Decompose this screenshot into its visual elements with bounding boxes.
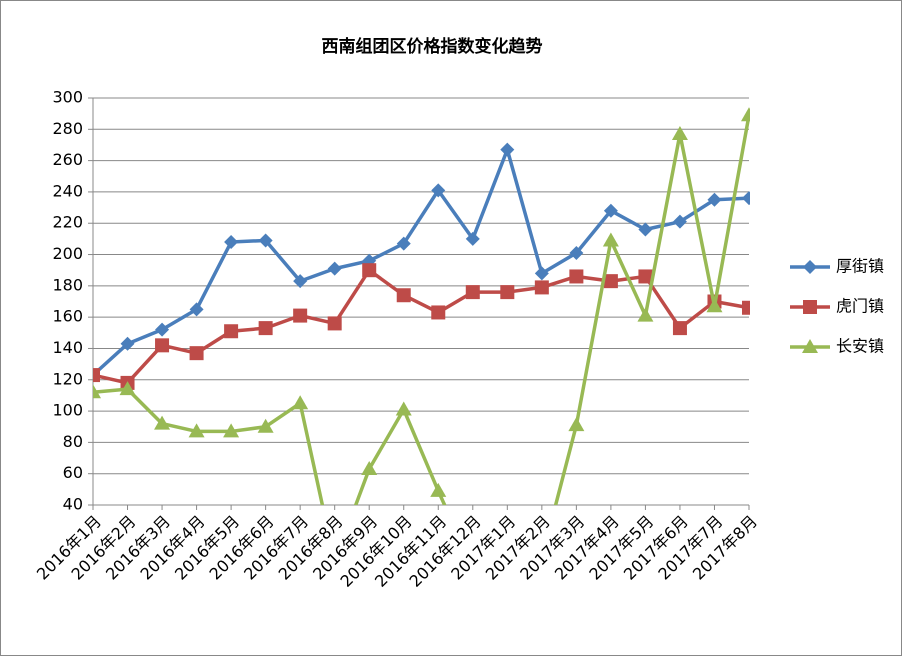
marker [500, 142, 515, 157]
y-tick-label: 100 [52, 401, 83, 420]
y-tick-label: 140 [52, 338, 83, 357]
series-line [93, 114, 750, 505]
y-tick-label: 80 [63, 432, 83, 451]
marker [465, 285, 480, 300]
marker [119, 381, 136, 396]
marker [189, 346, 204, 361]
marker [257, 418, 274, 433]
marker [293, 308, 308, 323]
y-tick-label: 280 [52, 119, 83, 138]
marker [188, 423, 205, 438]
marker [672, 321, 687, 336]
marker [93, 384, 101, 399]
marker [569, 245, 584, 260]
marker [93, 368, 100, 383]
y-tick-label: 60 [63, 463, 83, 482]
marker [534, 280, 549, 295]
marker [396, 288, 411, 303]
marker [741, 107, 750, 122]
chart-title: 西南组团区价格指数变化趋势 [322, 36, 543, 57]
marker [534, 266, 549, 281]
marker [155, 322, 170, 337]
marker [292, 395, 309, 410]
legend-label: 厚街镇 [836, 257, 884, 276]
legend-marker [803, 260, 817, 274]
marker [430, 482, 447, 497]
legend-label: 长安镇 [836, 337, 884, 356]
marker [120, 336, 135, 351]
marker [224, 235, 239, 250]
marker [603, 274, 618, 289]
y-tick-label: 200 [52, 244, 83, 263]
marker [189, 302, 204, 317]
series-line [93, 147, 750, 377]
marker [224, 324, 239, 339]
marker [671, 126, 688, 141]
marker [672, 214, 687, 229]
y-tick-label: 300 [52, 88, 83, 107]
y-tick-label: 160 [52, 307, 83, 326]
marker [258, 321, 273, 336]
y-tick-label: 220 [52, 213, 83, 232]
y-tick-label: 120 [52, 369, 83, 388]
marker [223, 423, 240, 438]
y-tick-label: 260 [52, 150, 83, 169]
marker [707, 192, 722, 207]
y-tick-label: 240 [52, 181, 83, 200]
marker [362, 263, 377, 278]
marker [742, 191, 750, 206]
marker [569, 269, 584, 284]
marker [154, 415, 171, 430]
legend-marker [802, 339, 818, 353]
marker [361, 460, 378, 475]
plot-area [93, 107, 750, 505]
marker [327, 316, 342, 331]
marker [637, 307, 654, 322]
marker [327, 261, 342, 276]
marker [396, 236, 411, 251]
marker [603, 203, 618, 218]
y-tick-label: 40 [63, 495, 83, 514]
marker [638, 222, 653, 237]
marker [638, 269, 653, 284]
y-tick-label: 180 [52, 275, 83, 294]
marker [431, 305, 446, 320]
marker [431, 183, 446, 198]
marker [293, 274, 308, 289]
marker [395, 401, 412, 416]
marker [258, 233, 273, 248]
marker [155, 338, 170, 353]
marker [602, 232, 619, 247]
marker [706, 298, 723, 313]
marker [465, 231, 480, 246]
legend-marker [803, 300, 817, 314]
legend-label: 虎门镇 [836, 297, 884, 316]
marker [500, 285, 515, 300]
marker [568, 417, 585, 432]
marker [742, 300, 750, 315]
